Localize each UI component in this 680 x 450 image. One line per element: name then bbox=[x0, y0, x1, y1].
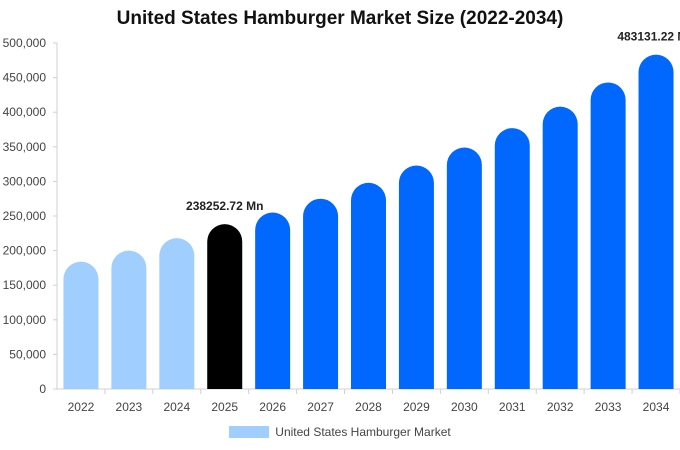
bar-2024 bbox=[159, 238, 195, 389]
y-tick-label: 150,000 bbox=[3, 278, 47, 292]
x-tick-label: 2030 bbox=[451, 400, 478, 414]
y-tick-label: 450,000 bbox=[3, 71, 47, 85]
y-tick-label: 400,000 bbox=[3, 105, 47, 119]
x-tick-label: 2034 bbox=[643, 400, 670, 414]
data-label-2034: 483131.22 Mn bbox=[617, 30, 680, 44]
y-tick-label: 250,000 bbox=[3, 209, 47, 223]
bar-2031 bbox=[494, 128, 530, 389]
bar-2029 bbox=[398, 165, 434, 389]
bar-2022 bbox=[63, 261, 99, 389]
bar-2034 bbox=[638, 54, 674, 390]
x-tick-label: 2023 bbox=[116, 400, 143, 414]
legend: United States Hamburger Market bbox=[0, 425, 680, 439]
y-tick-label: 350,000 bbox=[3, 140, 47, 154]
y-tick-label: 300,000 bbox=[3, 174, 47, 188]
y-tick-label: 50,000 bbox=[9, 347, 46, 361]
y-tick-label: 200,000 bbox=[3, 244, 47, 258]
x-tick-label: 2029 bbox=[403, 400, 430, 414]
bar-2026 bbox=[255, 212, 291, 389]
bar-2030 bbox=[446, 147, 482, 389]
bar-2028 bbox=[351, 182, 386, 389]
legend-swatch bbox=[229, 426, 270, 438]
x-tick-label: 2022 bbox=[68, 400, 95, 414]
x-tick-label: 2026 bbox=[259, 400, 286, 414]
chart-title: United States Hamburger Market Size (202… bbox=[116, 8, 564, 29]
x-tick-label: 2032 bbox=[547, 400, 574, 414]
bar-2023 bbox=[111, 250, 147, 389]
legend-label: United States Hamburger Market bbox=[275, 425, 451, 439]
x-tick-label: 2028 bbox=[355, 400, 382, 414]
x-tick-label: 2025 bbox=[211, 400, 238, 414]
x-tick-label: 2027 bbox=[307, 400, 334, 414]
y-tick-label: 0 bbox=[39, 382, 46, 396]
y-tick-label: 100,000 bbox=[3, 313, 47, 327]
bar-2033 bbox=[590, 82, 626, 389]
x-tick-label: 2024 bbox=[163, 400, 190, 414]
x-tick-label: 2033 bbox=[595, 400, 622, 414]
x-tick-label: 2031 bbox=[499, 400, 526, 414]
y-tick-label: 500,000 bbox=[3, 36, 47, 50]
data-label-2025: 238252.72 Mn bbox=[186, 199, 263, 213]
bar-2032 bbox=[542, 106, 578, 389]
bar-2027 bbox=[303, 198, 339, 389]
bar-2025 bbox=[207, 224, 243, 389]
